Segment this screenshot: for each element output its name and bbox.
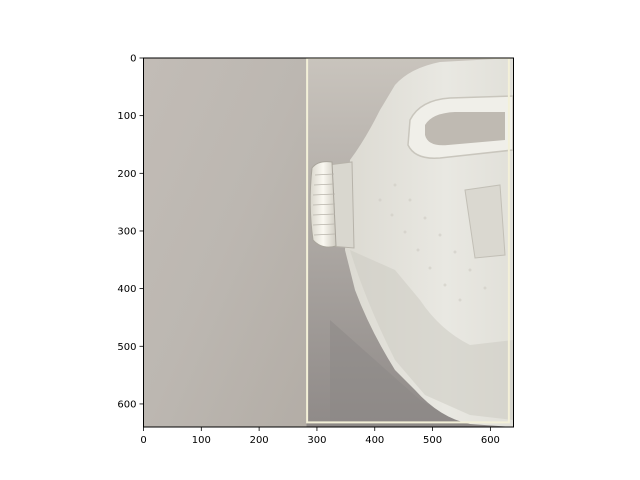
jug-shadow xyxy=(350,250,513,420)
jug-handle-hole xyxy=(425,112,505,146)
y-axis: 0 100 200 300 400 500 600 xyxy=(117,54,144,410)
y-tick-label: 500 xyxy=(117,342,136,353)
axes-frame xyxy=(143,57,514,428)
jug-panel xyxy=(464,184,506,259)
y-tick-label: 200 xyxy=(117,169,136,180)
photo-image xyxy=(143,58,514,427)
y-tick-label: 100 xyxy=(117,111,136,122)
x-tick-label: 100 xyxy=(192,435,211,446)
x-tick-label: 600 xyxy=(481,435,500,446)
wall-region xyxy=(143,58,307,427)
x-tick-label: 300 xyxy=(307,435,326,446)
x-tick-label: 200 xyxy=(250,435,269,446)
y-tick-label: 400 xyxy=(117,284,136,295)
y-tick-label: 0 xyxy=(130,54,136,65)
bounding-box-rect xyxy=(306,58,510,424)
annotation-layer xyxy=(306,58,510,424)
x-tick-label: 500 xyxy=(423,435,442,446)
y-tick-label: 300 xyxy=(117,226,136,237)
floor-shadow xyxy=(330,320,470,427)
jug-texture xyxy=(378,183,487,302)
x-axis: 0 100 200 300 400 500 600 xyxy=(140,427,500,446)
x-tick-label: 0 xyxy=(140,435,146,446)
y-tick-label: 600 xyxy=(117,399,136,410)
cap-ridges xyxy=(312,173,336,236)
x-tick-label: 400 xyxy=(365,435,384,446)
